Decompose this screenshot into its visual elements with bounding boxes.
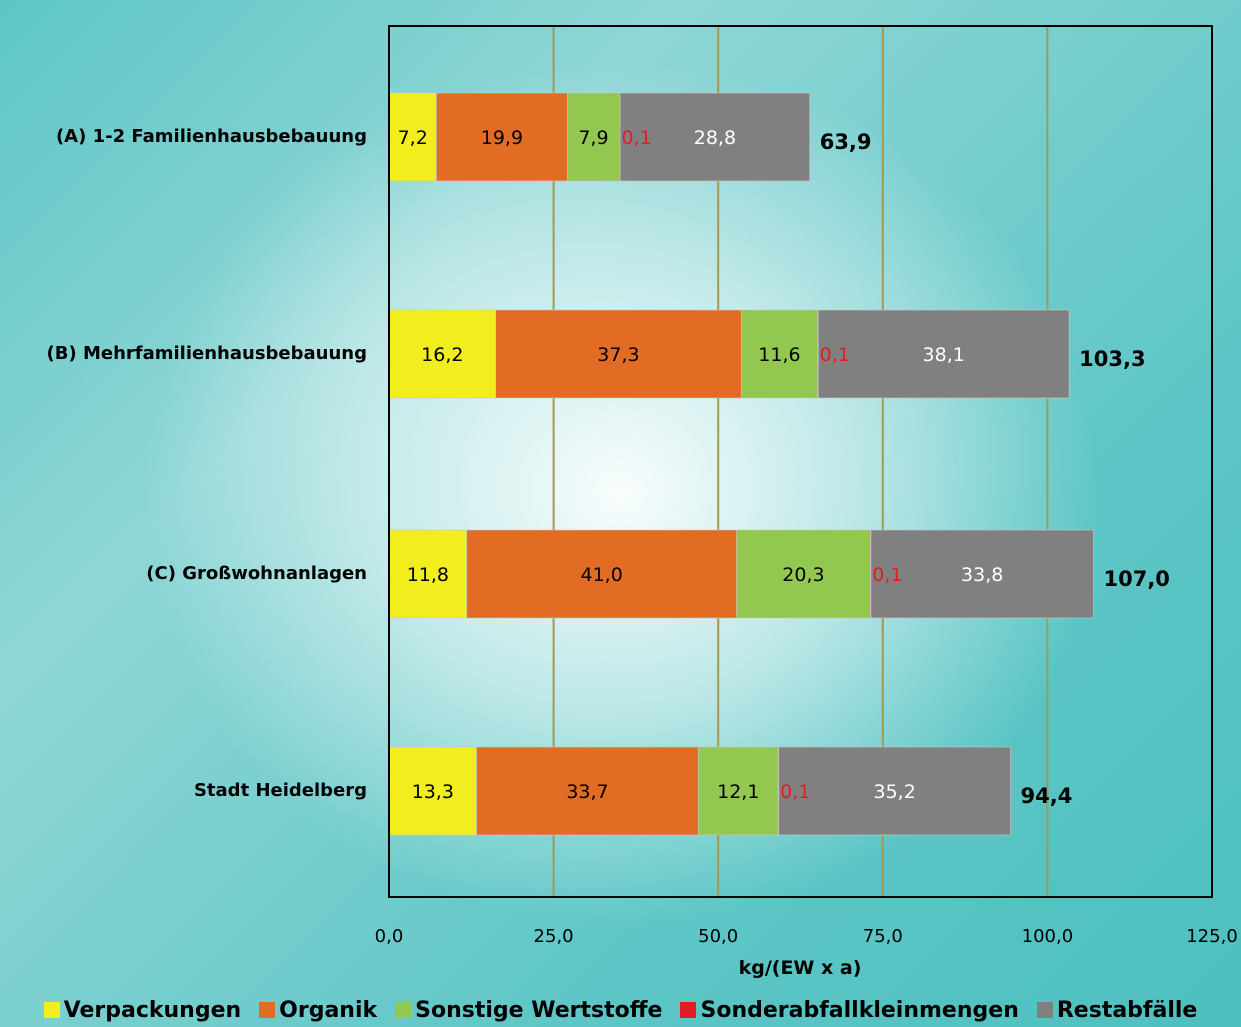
total-label-2: 107,0 [1103,567,1169,591]
legend-item-3: Sonderabfallkleinmengen [680,997,1019,1023]
data-label-2-0: 11,8 [407,564,449,586]
bar-1-0 [388,309,496,399]
data-label-3-0: 13,3 [412,781,454,803]
data-label-0-1: 19,9 [481,127,523,149]
data-label-0-0: 7,2 [398,127,428,149]
data-label-3-4: 35,2 [873,781,915,803]
legend-item-0: Verpackungen [43,997,242,1023]
data-label-0-2: 7,9 [578,127,608,149]
x-axis-label: kg/(EW x a) [739,957,862,979]
chart-legend: Verpackungen Organik Sonstige Wertstoffe So… [0,993,1241,1027]
x-tick-label-3: 75,0 [863,926,903,947]
legend-swatch-2 [395,1002,412,1018]
legend-label-3: Sonderabfallkleinmengen [700,997,1019,1023]
data-label-2-3: 0,1 [872,564,902,586]
total-label-3: 94,4 [1021,784,1073,808]
data-label-3-3: 0,1 [780,781,810,803]
bar-2-4 [870,529,1094,619]
legend-label-4: Restabfälle [1056,997,1198,1023]
x-tick-label-5: 125,0 [1186,926,1238,947]
bar-3-2 [698,746,779,836]
category-label-1: (B) Mehrfamilienhausbebauung [47,343,367,364]
bar-3-4 [778,746,1011,836]
total-label-0: 63,9 [820,130,872,154]
data-label-1-3: 0,1 [820,344,850,366]
x-tick-label-1: 25,0 [534,926,574,947]
data-label-0-4: 28,8 [694,127,736,149]
data-label-2-2: 20,3 [782,564,824,586]
x-tick-label-0: 0,0 [375,926,404,947]
data-label-3-1: 33,7 [566,781,608,803]
legend-swatch-4 [1036,1002,1053,1018]
data-label-2-1: 41,0 [581,564,623,586]
category-label-3: Stadt Heidelberg [194,780,367,801]
total-label-1: 103,3 [1079,347,1145,371]
bar-0-4 [619,92,811,182]
bar-1-1 [495,309,742,399]
bar-2-1 [466,529,737,619]
data-label-0-3: 0,1 [621,127,651,149]
category-label-0: (A) 1-2 Familienhausbebauung [56,126,367,147]
legend-label-1: Organik [279,997,378,1023]
data-label-3-2: 12,1 [717,781,759,803]
data-label-1-1: 37,3 [597,344,639,366]
legend-swatch-3 [680,1002,697,1018]
bar-1-4 [817,309,1070,399]
x-tick-label-2: 50,0 [698,926,738,947]
data-label-1-2: 11,6 [758,344,800,366]
bar-0-1 [436,92,568,182]
data-label-1-4: 38,1 [923,344,965,366]
x-tick-label-4: 100,0 [1022,926,1074,947]
bar-0-0 [388,92,437,182]
legend-item-2: Sonstige Wertstoffe [395,998,662,1023]
legend-swatch-0 [43,1002,60,1018]
legend-item-4: Restabfälle [1036,997,1198,1023]
plot-area-frame [388,25,1213,898]
bar-3-1 [476,746,699,836]
legend-label-2: Sonstige Wertstoffe [415,997,663,1023]
data-label-1-0: 16,2 [421,344,463,366]
bar-3-0 [388,746,477,836]
bar-0-2 [567,92,620,182]
legend-item-1: Organik [259,998,377,1023]
legend-swatch-1 [259,1002,276,1018]
category-label-2: (C) Großwohnanlagen [146,563,367,584]
bar-2-2 [736,529,871,619]
bar-1-2 [740,309,818,399]
legend-label-0: Verpackungen [63,997,242,1023]
data-label-2-4: 33,8 [961,564,1003,586]
bar-2-0 [388,529,467,619]
